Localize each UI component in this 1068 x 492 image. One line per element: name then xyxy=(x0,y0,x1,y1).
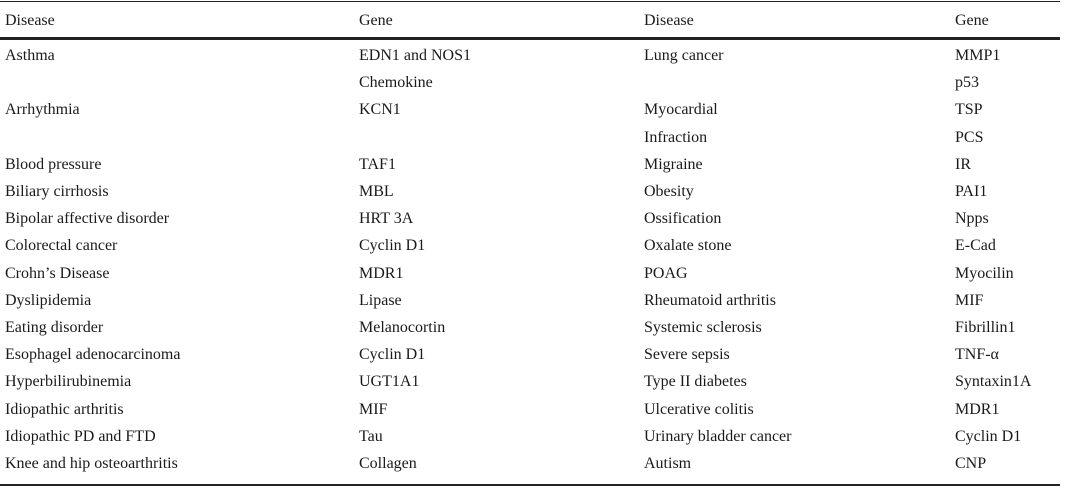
gene-right-cell: Syntaxin1A xyxy=(955,373,1032,391)
gene-left-cell: MBL xyxy=(359,183,394,201)
disease-left-cell: Dyslipidemia xyxy=(5,291,92,309)
header-row: Disease Gene Disease Gene xyxy=(0,4,1060,37)
disease-right-cell: Rheumatoid arthritis xyxy=(644,291,776,309)
disease-left-cell xyxy=(0,69,354,96)
disease-left-cell: Biliary cirrhosis xyxy=(5,183,109,201)
header-disease-right: Disease xyxy=(644,12,694,29)
disease-left-cell: Idiopathic arthritis xyxy=(5,400,124,418)
disease-left-cell: Colorectal cancer xyxy=(5,237,118,255)
disease-left-cell: Asthma xyxy=(5,47,55,64)
table-row: Idiopathic arthritis MIF Ulcerative coliti… xyxy=(0,396,1060,423)
disease-left-cell: Eating disorder xyxy=(5,319,104,337)
gene-left-cell: MDR1 xyxy=(359,264,404,282)
disease-right-cell: POAG xyxy=(644,264,688,282)
gene-right-cell: Cyclin D1 xyxy=(955,427,1022,445)
gene-right-cell: CNP xyxy=(955,455,987,473)
gene-right-cell: Myocilin xyxy=(955,264,1014,282)
disease-left-cell: Arrhythmia xyxy=(5,101,80,119)
gene-left-cell: Lipase xyxy=(359,291,402,309)
table-row: Bipolar affective disorder HRT 3A Ossifica… xyxy=(0,205,1060,232)
disease-right-cell: Ossification xyxy=(644,210,722,228)
gene-right-cell: MIF xyxy=(955,291,984,309)
disease-right-cell: Migraine xyxy=(644,155,703,173)
gene-right-cell: TSP xyxy=(955,101,983,119)
disease-right-cell: Severe sepsis xyxy=(644,346,730,364)
disease-right-cell: Type II diabetes xyxy=(644,373,747,391)
disease-left-cell xyxy=(0,124,354,151)
gene-left-cell xyxy=(354,124,639,151)
table-row: Arrhythmia KCN1 Myocardial TSP xyxy=(0,96,1060,123)
table-header-rule xyxy=(0,37,1060,40)
gene-left-cell: Cyclin D1 xyxy=(359,346,426,364)
gene-left-cell: KCN1 xyxy=(359,101,401,119)
gene-right-cell: p53 xyxy=(955,74,979,92)
disease-left-cell: Hyperbilirubinemia xyxy=(5,373,132,391)
gene-left-cell: Tau xyxy=(359,427,383,445)
disease-right-cell: Lung cancer xyxy=(644,47,724,64)
gene-left-cell: Cyclin D1 xyxy=(359,237,426,255)
header-gene-left: Gene xyxy=(359,12,393,29)
table-top-rule xyxy=(0,1,1060,2)
gene-right-cell: IR xyxy=(955,155,971,173)
table-bottom-rule xyxy=(0,484,1060,486)
gene-right-cell: PAI1 xyxy=(955,183,988,201)
gene-left-cell: Melanocortin xyxy=(359,319,446,337)
disease-left-cell: Blood pressure xyxy=(5,155,102,173)
table-row: Blood pressure TAF1 Migraine IR xyxy=(0,151,1060,178)
table-row: Colorectal cancer Cyclin D1 Oxalate stone E… xyxy=(0,232,1060,259)
disease-right-cell: Obesity xyxy=(644,183,694,201)
gene-left-cell: UGT1A1 xyxy=(359,373,420,391)
disease-right-cell: Ulcerative colitis xyxy=(644,400,754,418)
header-gene-right: Gene xyxy=(955,12,989,29)
disease-right-cell: Urinary bladder cancer xyxy=(644,427,792,445)
disease-left-cell: Knee and hip osteoarthritis xyxy=(5,455,178,473)
disease-right-cell: Infraction xyxy=(644,128,708,146)
disease-gene-table: Disease Gene Disease Gene Asthma EDN1 and… xyxy=(0,4,1060,477)
disease-left-cell: Idiopathic PD and FTD xyxy=(5,427,156,445)
gene-right-cell: Fibrillin1 xyxy=(955,319,1016,337)
table-row: Esophagel adenocarcinoma Cyclin D1 Severe … xyxy=(0,341,1060,368)
table-row: Infraction PCS xyxy=(0,124,1060,151)
disease-right-cell: Autism xyxy=(644,455,692,473)
gene-right-cell: Npps xyxy=(955,210,989,228)
gene-left-cell: Collagen xyxy=(359,455,417,473)
gene-left-cell: HRT 3A xyxy=(359,210,414,228)
table-row: Biliary cirrhosis MBL Obesity PAI1 xyxy=(0,178,1060,205)
gene-left-cell: TAF1 xyxy=(359,155,396,173)
gene-left-cell: EDN1 and NOS1 xyxy=(359,47,471,64)
header-disease-left: Disease xyxy=(5,12,55,29)
table-row: Asthma EDN1 and NOS1 Lung cancer MMP1 xyxy=(0,42,1060,69)
disease-left-cell: Crohn’s Disease xyxy=(5,264,110,282)
table-row: Dyslipidemia Lipase Rheumatoid arthritis MI… xyxy=(0,287,1060,314)
table-row: Hyperbilirubinemia UGT1A1 Type II diabetes… xyxy=(0,368,1060,395)
table-row: Eating disorder Melanocortin Systemic scle… xyxy=(0,314,1060,341)
disease-left-cell: Bipolar affective disorder xyxy=(5,210,170,228)
disease-right-cell: Myocardial xyxy=(644,101,718,119)
gene-right-cell: MDR1 xyxy=(955,400,1000,418)
table-header: Disease Gene Disease Gene xyxy=(0,4,1060,37)
gene-left-cell: MIF xyxy=(359,400,388,418)
table-row: Idiopathic PD and FTD Tau Urinary bladder … xyxy=(0,423,1060,450)
table-body: Asthma EDN1 and NOS1 Lung cancer MMP1 Chemok… xyxy=(0,37,1060,477)
gene-left-cell: Chemokine xyxy=(359,74,433,92)
gene-right-cell: PCS xyxy=(955,128,984,146)
gene-right-cell: E-Cad xyxy=(955,237,996,255)
disease-right-cell: Oxalate stone xyxy=(644,237,732,255)
gene-right-cell: MMP1 xyxy=(955,47,1001,64)
disease-right-cell xyxy=(639,69,950,96)
table-row: Chemokine p53 xyxy=(0,69,1060,96)
table-row: Knee and hip osteoarthritis Collagen Autis… xyxy=(0,450,1060,477)
table-row: Crohn’s Disease MDR1 POAG Myocilin xyxy=(0,260,1060,287)
disease-right-cell: Systemic sclerosis xyxy=(644,319,762,337)
disease-left-cell: Esophagel adenocarcinoma xyxy=(5,346,181,364)
gene-right-cell: TNF-α xyxy=(955,346,999,364)
